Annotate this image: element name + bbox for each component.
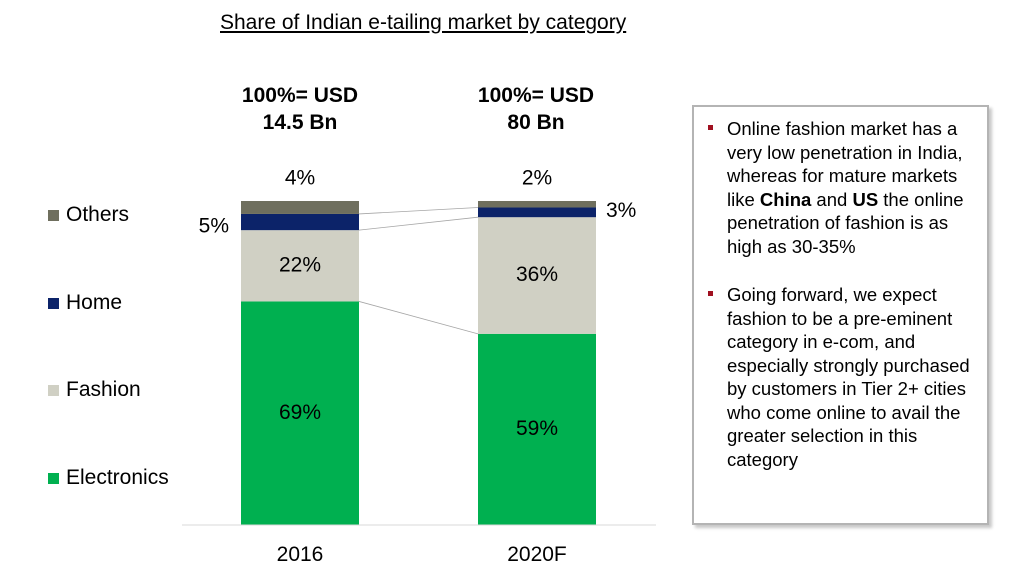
note-run-text: Online fashion market has a very low pen… — [727, 118, 963, 210]
connector-line — [358, 216, 479, 231]
note-text: Going forward, we expect fashion to be a… — [727, 283, 976, 471]
legend-label-electronics: Electronics — [66, 466, 169, 489]
chart-title: Share of Indian e-tailing market by cate… — [220, 11, 627, 34]
data-label-electronics-2016: 69% — [279, 401, 321, 424]
total-label-line: 100%= USD — [241, 84, 359, 107]
bullet-icon — [708, 125, 713, 130]
note-run-text: the online penetration of fashion is as … — [727, 188, 964, 257]
total-label-2020f: 100%= USD 80 Bn — [451, 82, 621, 136]
legend-swatch-home — [48, 297, 59, 309]
legend-label-fashion: Fashion — [66, 378, 141, 401]
note-bold-text: US — [852, 188, 879, 210]
connector-line — [358, 301, 479, 335]
notes-panel: Online fashion market has a very low pen… — [692, 105, 989, 525]
bar-electronics-2020f — [478, 333, 596, 525]
data-label-others-2020f: 2% — [522, 167, 552, 190]
data-label-others-2016: 4% — [285, 167, 315, 190]
connector-lines — [358, 207, 479, 335]
data-label-home-2016: 5% — [199, 215, 229, 238]
total-label-2016: 100%= USD 14.5 Bn — [215, 82, 385, 136]
bar-home-2020f — [478, 207, 596, 218]
note-item: Going forward, we expect fashion to be a… — [708, 283, 976, 471]
note-text: Online fashion market has a very low pen… — [727, 117, 976, 258]
note-run-text: Going forward, we expect fashion to be a… — [727, 284, 970, 470]
note-run-text: and — [811, 188, 853, 210]
bar-others-2016 — [241, 201, 359, 214]
bar-others-2020f — [478, 201, 596, 208]
total-label-line: 100%= USD — [477, 84, 595, 107]
x-tick-label-2016: 2016 — [276, 543, 324, 566]
legend-label-others: Others — [66, 203, 130, 226]
bar-segments — [241, 201, 596, 525]
connector-line — [358, 207, 479, 215]
total-label-line: 14.5 Bn — [262, 111, 338, 134]
data-labels: 69% 22% 5% 4% 59% 36% 3% 2% — [199, 167, 637, 440]
x-tick-label-2020f: 2020F — [507, 543, 567, 566]
data-label-home-2020f: 3% — [606, 199, 636, 222]
legend-swatch-electronics — [48, 472, 59, 484]
legend-swatch-fashion — [48, 384, 59, 396]
bar-fashion-2016 — [241, 230, 359, 302]
legend-swatch-others — [48, 209, 59, 221]
bar-home-2016 — [241, 213, 359, 231]
data-label-fashion-2020f: 36% — [516, 263, 558, 286]
legend-label-home: Home — [66, 291, 123, 314]
bullet-icon — [708, 291, 713, 296]
data-label-electronics-2020f: 59% — [516, 417, 558, 440]
stacked-bar-chart: 69% 22% 5% 4% 59% 36% 3% 2% — [182, 167, 656, 526]
bar-electronics-2016 — [241, 301, 359, 525]
total-label-line: 80 Bn — [507, 111, 565, 134]
data-label-fashion-2016: 22% — [279, 253, 321, 276]
legend-item-fashion: Fashion — [48, 378, 141, 402]
legend-item-electronics: Electronics — [48, 466, 169, 490]
legend-item-others: Others — [48, 203, 129, 227]
note-bold-text: China — [759, 188, 812, 210]
note-item: Online fashion market has a very low pen… — [708, 117, 976, 258]
legend-item-home: Home — [48, 291, 122, 315]
bar-fashion-2020f — [478, 217, 596, 334]
